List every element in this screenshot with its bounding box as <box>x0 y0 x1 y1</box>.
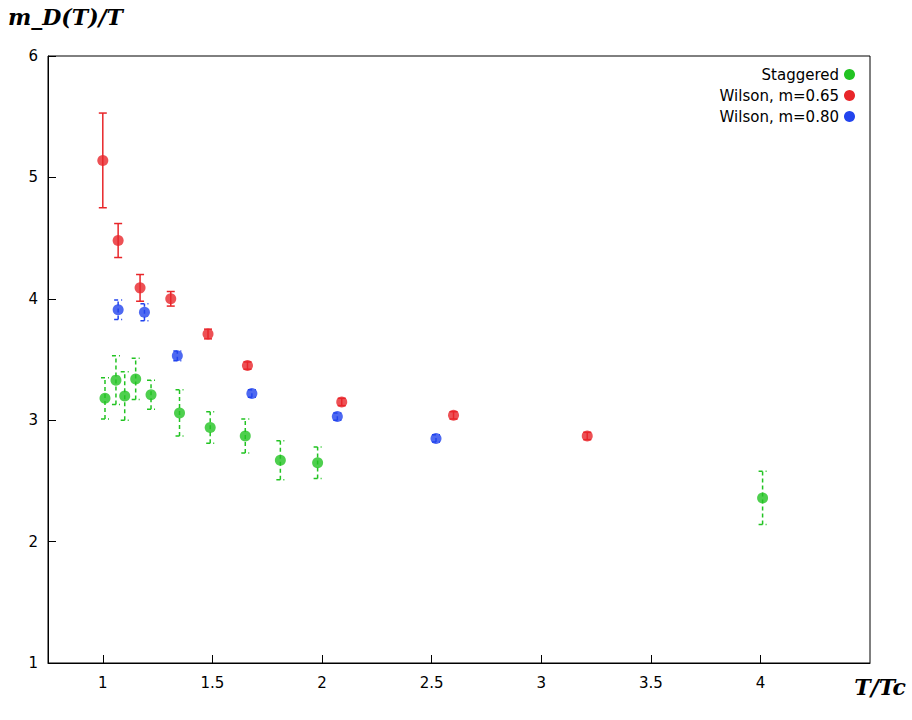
svg-text:2: 2 <box>28 533 38 551</box>
svg-text:Wilson, m=0.65: Wilson, m=0.65 <box>720 87 839 105</box>
svg-text:m_D(T)/T: m_D(T)/T <box>8 4 125 30</box>
svg-text:4: 4 <box>756 674 766 692</box>
svg-text:3: 3 <box>536 674 546 692</box>
svg-text:2.5: 2.5 <box>420 674 444 692</box>
svg-text:1.5: 1.5 <box>200 674 224 692</box>
svg-text:4: 4 <box>28 290 38 308</box>
svg-text:Staggered: Staggered <box>762 66 839 84</box>
svg-text:T/Tc: T/Tc <box>854 674 906 700</box>
svg-text:3.5: 3.5 <box>639 674 663 692</box>
svg-text:1: 1 <box>28 654 38 672</box>
svg-text:2: 2 <box>317 674 327 692</box>
svg-text:1: 1 <box>98 674 108 692</box>
svg-text:Wilson, m=0.80: Wilson, m=0.80 <box>720 108 839 126</box>
svg-text:5: 5 <box>28 168 38 186</box>
svg-text:3: 3 <box>28 411 38 429</box>
svg-text:6: 6 <box>28 47 38 65</box>
